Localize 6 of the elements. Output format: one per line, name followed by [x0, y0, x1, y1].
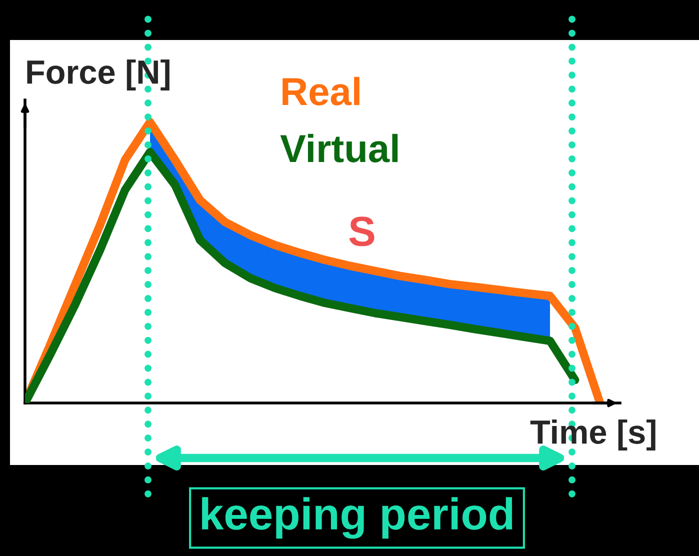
- text: keeping period: [202, 497, 512, 539]
- annotation: S: [349, 216, 374, 246]
- text: Virtual: [280, 134, 398, 162]
- y-axis-title: Force [N]: [27, 59, 170, 91]
- text: Real: [282, 76, 360, 106]
- x-axis-title: Time [s]: [530, 419, 656, 451]
